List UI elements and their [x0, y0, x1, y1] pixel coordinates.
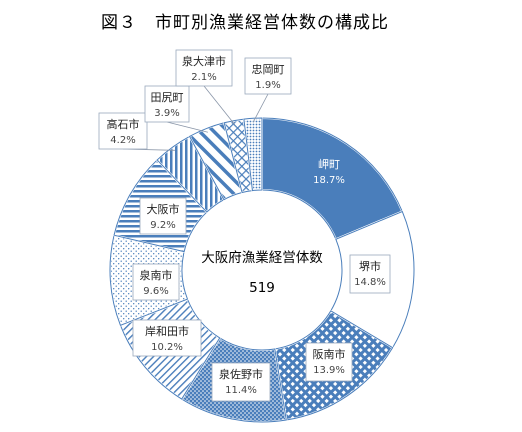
slice-name: 堺市: [359, 259, 381, 273]
slice-label-box: [305, 342, 353, 382]
slice-name: 泉佐野市: [219, 367, 263, 381]
slice-outline-11: [243, 117, 263, 192]
center-label: 大阪府漁業経営体数: [201, 250, 323, 266]
slice-percent: 9.6%: [143, 286, 168, 297]
slice-outline-1: [261, 117, 403, 240]
slice-name: 忠岡町: [252, 63, 285, 76]
slice-percent: 11.4%: [225, 385, 257, 396]
slice-labels: 岬町 18.7% 堺市 14.8% 阪南市 13.9% 泉佐野市 11.4% 岸和田市 10.2%…: [98, 49, 391, 402]
slice-label-6: 泉南市 9.6%: [132, 263, 180, 301]
slice-label-box: [211, 362, 271, 402]
slice-percent: 14.8%: [354, 277, 386, 288]
slice-name: 田尻町: [151, 91, 184, 104]
slice-percent: 3.9%: [154, 108, 179, 119]
slice-name: 泉大津市: [182, 54, 226, 68]
slice-label-box: [139, 197, 187, 235]
center-value: 519: [249, 280, 275, 296]
slice-name: 高石市: [107, 117, 140, 131]
leader-line-9: [166, 121, 208, 133]
slice-percent: 10.2%: [151, 342, 183, 353]
slice-percent: 18.7%: [313, 175, 345, 186]
slice-name: 岬町: [318, 158, 340, 171]
slice-name: 阪南市: [313, 347, 346, 361]
slice-percent: 1.9%: [255, 80, 280, 91]
slice-label-box: [144, 85, 190, 123]
slice-label-box: [98, 112, 148, 150]
slice-label-11: 忠岡町 1.9%: [244, 57, 292, 95]
slice-label-2: 堺市 14.8%: [349, 254, 391, 294]
slice-label-box: [349, 254, 391, 294]
slice-label-box: [132, 263, 180, 301]
slice-label-10: 泉大津市 2.1%: [175, 49, 233, 87]
slice-label-box: [175, 49, 233, 87]
slice-label-3: 阪南市 13.9%: [305, 342, 353, 382]
slice-label-9: 田尻町 3.9%: [144, 85, 190, 123]
slice-percent: 13.9%: [313, 365, 345, 376]
slice-label-box: [244, 57, 292, 95]
slice-percent: 4.2%: [110, 135, 135, 146]
slice-label-1: 岬町 18.7%: [313, 158, 345, 186]
slice-percent: 9.2%: [150, 220, 175, 231]
slice-percent: 2.1%: [191, 72, 216, 83]
slice-label-5: 岸和田市 10.2%: [132, 319, 202, 357]
leader-line-10: [203, 85, 236, 125]
slice-label-8: 高石市 4.2%: [98, 112, 148, 150]
slice-name: 泉南市: [140, 268, 173, 282]
slice-label-4: 泉佐野市 11.4%: [211, 362, 271, 402]
chart-title: 図３ 市町別漁業経営体数の構成比: [101, 13, 389, 33]
slice-name: 大阪市: [147, 202, 180, 216]
slice-name: 岸和田市: [145, 324, 189, 338]
slice-label-box: [132, 319, 202, 357]
slice-label-7: 大阪市 9.2%: [139, 197, 187, 235]
leader-line-11: [252, 93, 269, 123]
